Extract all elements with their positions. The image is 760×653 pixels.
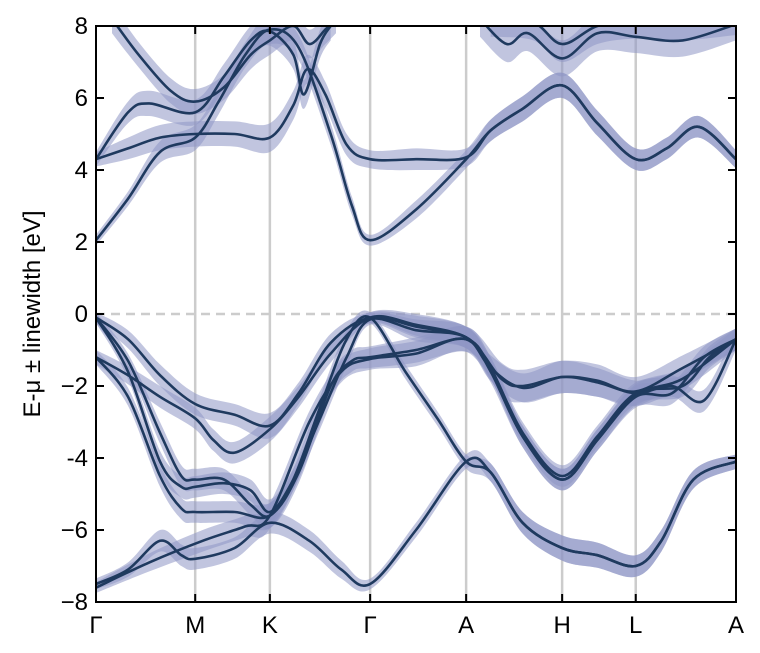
linewidth-band-10 xyxy=(112,26,336,115)
y-tick-label-0: 8 xyxy=(75,13,88,40)
band-line-1 xyxy=(96,337,736,589)
linewidth-band-1 xyxy=(96,326,736,593)
band-line-8 xyxy=(96,67,736,162)
y-tick-label-5: −2 xyxy=(61,373,88,400)
band-line-9 xyxy=(96,26,332,161)
x-tick-label-4: A xyxy=(458,612,474,639)
x-tick-label-7: A xyxy=(728,612,744,639)
y-tick-label-7: −6 xyxy=(61,517,88,544)
y-tick-label-2: 4 xyxy=(75,157,88,184)
linewidth-band-8 xyxy=(96,54,736,171)
band-line-5 xyxy=(96,314,736,455)
x-tick-label-2: K xyxy=(262,612,278,639)
linewidth-bands xyxy=(96,26,736,593)
y-tick-label-3: 2 xyxy=(75,229,88,256)
y-axis-ticks: 8 6 4 2 0 −2 -4 −6 −8 xyxy=(61,13,736,616)
linewidth-band-6 xyxy=(96,325,736,531)
x-tick-label-3: Γ xyxy=(364,612,377,639)
x-tick-label-0: Γ xyxy=(89,612,102,639)
band-line-10 xyxy=(115,26,331,103)
band-line-11 xyxy=(484,26,735,60)
band-lines xyxy=(96,26,736,589)
y-tick-label-8: −8 xyxy=(61,589,88,616)
x-tick-label-6: L xyxy=(629,612,642,639)
y-tick-label-4: 0 xyxy=(75,301,88,328)
y-axis-label: E-μ ± linewidth [eV] xyxy=(19,210,46,417)
x-tick-label-1: M xyxy=(185,612,205,639)
band-line-6 xyxy=(96,337,736,520)
y-tick-label-1: 6 xyxy=(75,85,88,112)
y-tick-label-6: -4 xyxy=(67,445,88,472)
x-tick-label-5: H xyxy=(553,612,570,639)
